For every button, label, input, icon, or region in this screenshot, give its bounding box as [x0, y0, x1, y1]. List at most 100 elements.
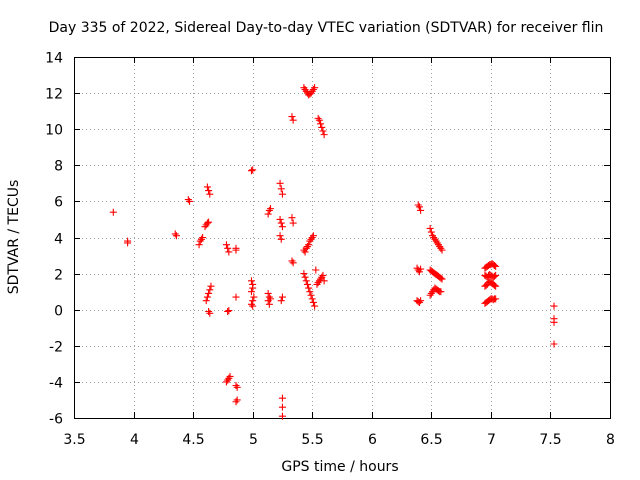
- data-point: [203, 183, 211, 191]
- data-point: [277, 219, 285, 227]
- data-point: [278, 293, 286, 301]
- data-point: [427, 228, 435, 236]
- x-axis-label: GPS time / hours: [281, 459, 398, 475]
- data-point: [492, 262, 500, 270]
- data-point: [309, 232, 317, 240]
- data-point: [320, 277, 328, 285]
- y-tick-label: -4: [49, 376, 63, 392]
- data-point: [550, 318, 558, 326]
- y-tick-label: -2: [49, 340, 63, 356]
- data-point: [289, 259, 297, 267]
- x-tick-label: 5.5: [301, 432, 323, 448]
- data-point: [492, 271, 500, 279]
- data-point: [264, 210, 272, 218]
- tick-labels: 3.5 4 4.5 5 5.5 6 6.5 7 7.5 8 -6 -4 -2 0 2 4 6 8 10 12 14: [45, 51, 615, 449]
- data-point: [550, 340, 558, 348]
- x-tick-label: 7.5: [539, 432, 561, 448]
- data-point: [437, 288, 445, 296]
- data-point: [267, 205, 275, 213]
- x-tick-label: 7: [487, 432, 496, 448]
- data-point: [222, 241, 230, 249]
- data-point: [303, 280, 311, 288]
- data-point: [311, 84, 319, 92]
- data-point: [267, 295, 275, 303]
- data-point: [277, 185, 285, 193]
- data-point: [186, 197, 194, 205]
- data-point: [317, 120, 325, 128]
- data-point: [302, 277, 310, 285]
- data-point: [417, 206, 425, 214]
- data-point: [276, 215, 284, 223]
- data-point: [224, 244, 232, 252]
- data-point: [172, 232, 180, 240]
- data-point: [247, 288, 255, 296]
- chart-title: Day 335 of 2022, Sidereal Day-to-day VTE…: [49, 20, 604, 36]
- y-tick-label: 14: [45, 51, 63, 67]
- data-point: [171, 230, 179, 238]
- data-point: [184, 196, 192, 204]
- data-point: [492, 282, 500, 290]
- y-tick-label: 8: [54, 159, 63, 175]
- data-point: [225, 307, 233, 315]
- x-tick-label: 3.5: [63, 432, 85, 448]
- data-point: [490, 261, 498, 269]
- data-point: [206, 286, 214, 294]
- data-point: [306, 288, 314, 296]
- x-tick-label: 6.5: [420, 432, 442, 448]
- data-point: [288, 257, 296, 265]
- data-point: [490, 281, 498, 289]
- data-point: [249, 284, 257, 292]
- data-point: [492, 295, 500, 303]
- data-point: [276, 232, 284, 240]
- data-point: [205, 218, 213, 226]
- data-point: [205, 308, 213, 316]
- data-point: [205, 187, 213, 195]
- data-point: [232, 246, 240, 254]
- data-point: [550, 302, 558, 310]
- data-point: [318, 123, 326, 131]
- data-point: [278, 223, 286, 231]
- data-point: [226, 372, 234, 380]
- data-point: [232, 382, 240, 390]
- y-tick-label: 2: [54, 268, 63, 284]
- data-point: [247, 167, 255, 175]
- data-point: [288, 214, 296, 222]
- y-tick-label: -6: [49, 412, 63, 428]
- data-point: [203, 219, 211, 227]
- data-point: [437, 274, 445, 282]
- data-point: [264, 289, 272, 297]
- y-tick-label: 4: [54, 232, 63, 248]
- data-point: [249, 302, 257, 310]
- y-tick-label: 0: [54, 304, 63, 320]
- data-point: [202, 297, 210, 305]
- data-point: [247, 277, 255, 285]
- data-point: [233, 383, 241, 391]
- data-point: [417, 265, 425, 273]
- x-tick-label: 5: [249, 432, 258, 448]
- data-point: [305, 284, 313, 292]
- data-point: [278, 403, 286, 411]
- data-point: [490, 272, 498, 280]
- data-point: [300, 270, 308, 278]
- x-tick-label: 4.5: [182, 432, 204, 448]
- data-point: [289, 116, 297, 124]
- y-tick-label: 10: [45, 123, 63, 139]
- data-point: [307, 291, 315, 299]
- data-point: [206, 309, 214, 317]
- data-point: [309, 298, 317, 306]
- y-axis-label: SDTVAR / TECUs: [6, 180, 22, 295]
- data-point: [319, 127, 327, 135]
- data-point: [438, 246, 446, 254]
- data-point: [232, 398, 240, 406]
- tick-marks: [74, 57, 611, 419]
- x-tick-label: 4: [130, 432, 139, 448]
- data-point: [426, 224, 434, 232]
- data-point: [289, 219, 297, 227]
- data-point: [301, 273, 309, 281]
- data-point: [265, 206, 273, 214]
- data-point: [225, 248, 233, 256]
- data-point: [124, 239, 132, 247]
- data-point: [265, 293, 273, 301]
- grid-lines: [74, 57, 610, 418]
